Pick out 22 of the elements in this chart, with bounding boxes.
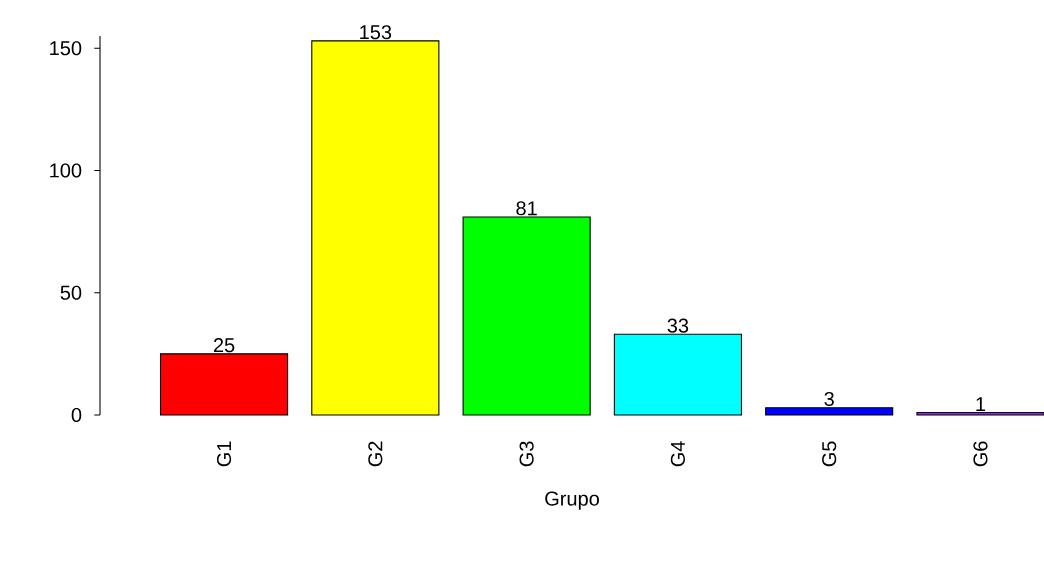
y-tick-label: 0 bbox=[71, 407, 82, 423]
x-tick-label: G4 bbox=[670, 441, 685, 467]
x-tick-label: G3 bbox=[519, 441, 534, 467]
data-label: 33 bbox=[667, 318, 689, 333]
bar bbox=[462, 216, 591, 416]
data-label: 153 bbox=[360, 25, 392, 40]
x-axis-title: Grupo bbox=[545, 491, 599, 510]
bar bbox=[765, 407, 894, 416]
x-tick-label: G1 bbox=[216, 441, 232, 467]
bar bbox=[613, 333, 742, 416]
y-tick-label: 100 bbox=[50, 163, 82, 178]
x-tick-label: G6 bbox=[973, 441, 988, 467]
y-tick-label: 50 bbox=[60, 285, 82, 300]
data-label: 25 bbox=[213, 338, 235, 353]
x-tick-label: G5 bbox=[822, 441, 837, 467]
y-tick-label: 150 bbox=[50, 41, 82, 56]
x-tick-label: G2 bbox=[368, 441, 383, 467]
bar bbox=[159, 353, 289, 416]
data-label: 81 bbox=[516, 201, 537, 216]
bar bbox=[311, 40, 440, 416]
data-label: 1 bbox=[976, 397, 986, 411]
data-label: 3 bbox=[824, 391, 834, 407]
